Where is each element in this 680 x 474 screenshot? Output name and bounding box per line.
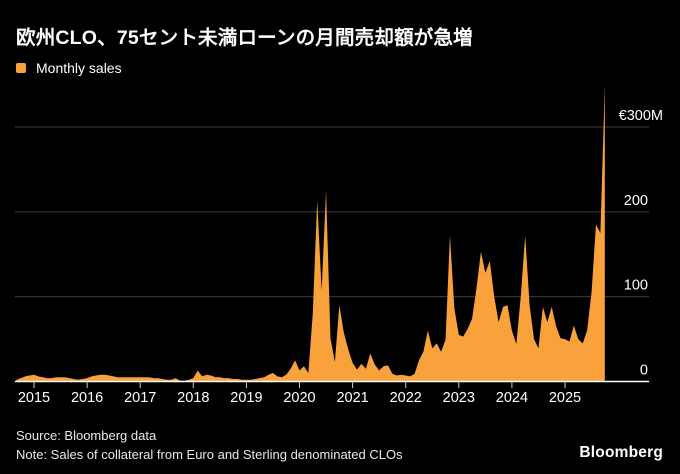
svg-text:2015: 2015 <box>18 390 50 406</box>
svg-text:2020: 2020 <box>283 390 315 406</box>
svg-text:2021: 2021 <box>336 390 368 406</box>
footer: Source: Bloomberg data Note: Sales of co… <box>16 426 403 464</box>
page-title: 欧州CLO、75セント未満ローンの月間売却額が急増 <box>16 27 473 49</box>
monthly-sales-swatch-icon <box>16 63 26 73</box>
source-text: Source: Bloomberg data <box>16 428 157 443</box>
svg-text:200: 200 <box>624 193 648 209</box>
svg-text:2024: 2024 <box>496 390 528 406</box>
note-text: Note: Sales of collateral from Euro and … <box>16 447 403 462</box>
legend-label: Monthly sales <box>36 60 122 76</box>
svg-text:2017: 2017 <box>124 390 156 406</box>
svg-text:2025: 2025 <box>549 390 581 406</box>
svg-text:2019: 2019 <box>230 390 262 406</box>
svg-text:100: 100 <box>624 278 648 294</box>
svg-text:2018: 2018 <box>177 390 209 406</box>
svg-text:€300M: €300M <box>619 108 663 124</box>
svg-text:2022: 2022 <box>390 390 422 406</box>
legend: Monthly sales <box>16 60 122 76</box>
svg-text:2016: 2016 <box>71 390 103 406</box>
svg-text:0: 0 <box>640 363 648 379</box>
svg-text:2023: 2023 <box>443 390 475 406</box>
bloomberg-logo: Bloomberg <box>579 444 663 461</box>
